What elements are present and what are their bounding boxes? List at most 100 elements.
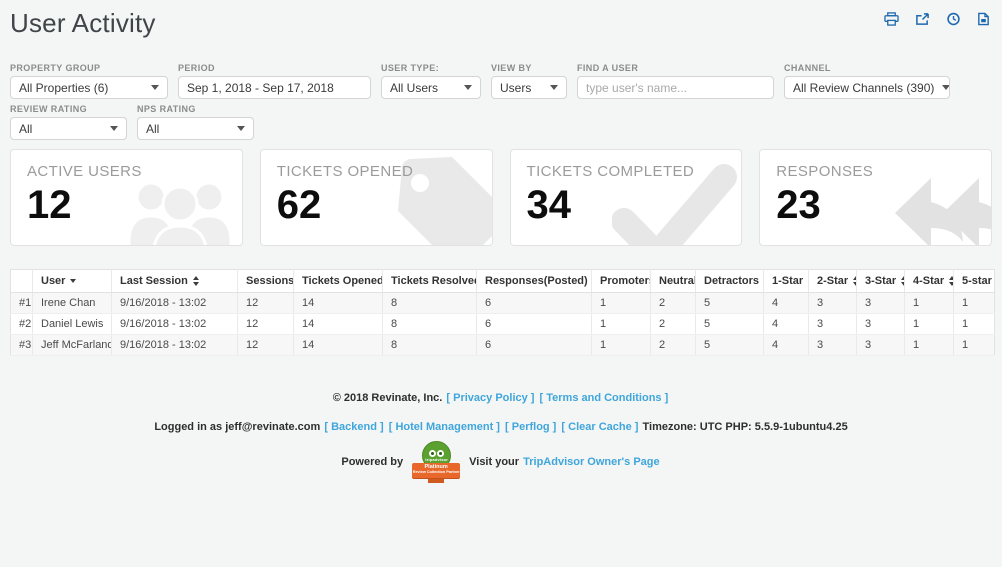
filters-row-1: PROPERTY GROUP All Properties (6) PERIOD… [10, 63, 992, 99]
timezone-text: Timezone: UTC PHP: 5.5.9-1ubuntu4.25 [642, 421, 848, 433]
col-label: Tickets Opened [302, 275, 383, 287]
period-input[interactable] [187, 80, 362, 95]
filters-row-2: REVIEW RATING All NPS RATING All [10, 104, 992, 140]
terms-link[interactable]: [ Terms and Conditions ] [539, 392, 669, 404]
nps-rating-select[interactable]: All [137, 117, 254, 140]
channel-select[interactable]: All Review Channels (390) [784, 76, 950, 99]
cell-user: Daniel Lewis [32, 313, 112, 335]
filter-view-by: VIEW BY Users [491, 63, 567, 99]
cell-4-star: 1 [904, 334, 954, 356]
chevron-down-icon [237, 126, 245, 131]
cell-last-session: 9/16/2018 - 13:02 [111, 292, 238, 314]
cell-last-session: 9/16/2018 - 13:02 [111, 313, 238, 335]
col-label: 4-Star [913, 275, 945, 287]
col-header-neutral[interactable]: Neutral [650, 269, 696, 293]
user-activity-table: User Last Session Sessions Tickets Opene… [10, 269, 995, 356]
selected-value: All Users [390, 80, 439, 95]
cell-responses: 6 [476, 334, 592, 356]
col-header-detractors[interactable]: Detractors [695, 269, 764, 293]
filter-label: USER TYPE: [381, 63, 440, 73]
cell-user: Jeff McFarland [32, 334, 112, 356]
property-group-select[interactable]: All Properties (6) [10, 76, 168, 99]
badge-partner-text: Review Collection Partner [412, 470, 460, 475]
col-label: Responses(Posted) [485, 275, 588, 287]
cell-promoters: 1 [591, 292, 651, 314]
badge-ribbon-tail [428, 478, 445, 483]
col-header-rank [10, 269, 33, 293]
view-by-select[interactable]: Users [491, 76, 567, 99]
col-header-1-star[interactable]: 1-Star [763, 269, 809, 293]
review-rating-select[interactable]: All [10, 117, 127, 140]
filter-channel: CHANNEL All Review Channels (390) [784, 63, 950, 99]
col-header-tickets-opened[interactable]: Tickets Opened [293, 269, 383, 293]
cell-5-star: 1 [953, 334, 995, 356]
filter-property-group: PROPERTY GROUP All Properties (6) [10, 63, 168, 99]
find-user-input-wrap [577, 76, 774, 99]
cell-2-star: 3 [808, 334, 857, 356]
col-header-sessions[interactable]: Sessions [237, 269, 294, 293]
col-header-promoters[interactable]: Promoters [591, 269, 651, 293]
sort-icon [192, 276, 199, 287]
cell-3-star: 3 [856, 313, 905, 335]
backend-link[interactable]: [ Backend ] [324, 421, 384, 433]
cell-rank: #1 [10, 292, 33, 314]
col-header-4-star[interactable]: 4-Star [904, 269, 954, 293]
cell-tickets-resolved: 8 [382, 292, 477, 314]
cell-2-star: 3 [808, 292, 857, 314]
col-header-responses-posted[interactable]: Responses(Posted)? [476, 269, 592, 293]
privacy-policy-link[interactable]: [ Privacy Policy ] [446, 392, 535, 404]
selected-value: All [146, 121, 160, 136]
cell-detractors: 5 [695, 292, 764, 314]
perflog-link[interactable]: [ Perflog ] [505, 421, 557, 433]
col-header-user[interactable]: User [32, 269, 112, 293]
cell-promoters: 1 [591, 313, 651, 335]
sort-desc-icon [70, 279, 77, 284]
filter-label: REVIEW RATING [10, 104, 88, 114]
export-icon[interactable] [915, 12, 930, 26]
selected-value: All Review Channels (390) [793, 80, 935, 95]
sort-icon [949, 276, 953, 287]
page: User Activity PROPERTY [10, 8, 995, 483]
find-user-input[interactable] [586, 80, 765, 95]
col-header-5-star[interactable]: 5-star [953, 269, 995, 293]
col-label: Last Session [120, 275, 188, 287]
filter-label: PERIOD [178, 63, 215, 73]
stat-card-tickets-completed: TICKETS COMPLETED 34 [509, 149, 743, 246]
print-icon[interactable] [884, 12, 899, 26]
cell-1-star: 4 [763, 292, 809, 314]
cell-tickets-opened: 14 [293, 292, 383, 314]
pdf-file-icon[interactable] [977, 12, 990, 26]
cell-sessions: 12 [237, 313, 294, 335]
cell-5-star: 1 [953, 313, 995, 335]
cell-sessions: 12 [237, 292, 294, 314]
cell-responses: 6 [476, 292, 592, 314]
col-header-last-session[interactable]: Last Session [111, 269, 238, 293]
cell-tickets-resolved: 8 [382, 313, 477, 335]
clear-cache-link[interactable]: [ Clear Cache ] [561, 421, 639, 433]
tag-icon [397, 157, 492, 245]
stat-label: RESPONSES [776, 163, 874, 180]
stat-value: 34 [526, 183, 572, 227]
col-header-tickets-resolved[interactable]: Tickets Resolved [382, 269, 477, 293]
stat-value: 62 [276, 183, 322, 227]
hotel-management-link[interactable]: [ Hotel Management ] [388, 421, 500, 433]
col-header-2-star[interactable]: 2-Star [808, 269, 857, 293]
table-row: #2 Daniel Lewis 9/16/2018 - 13:02 12 14 … [10, 313, 995, 335]
history-clock-icon[interactable] [946, 12, 961, 26]
cell-promoters: 1 [591, 334, 651, 356]
footer-admin-line: Logged in as jeff@revinate.com [ Backend… [10, 421, 992, 433]
powered-by-text: Powered by [341, 456, 404, 468]
tripadvisor-owners-page-link[interactable]: TripAdvisor Owner's Page [523, 456, 660, 468]
badge-brand-text: tripadvisor [425, 457, 449, 462]
cell-3-star: 3 [856, 292, 905, 314]
col-label: 2-Star [817, 275, 849, 287]
filter-find-user: FIND A USER [577, 63, 774, 99]
col-header-3-star[interactable]: 3-Star [856, 269, 905, 293]
filter-label: VIEW BY [491, 63, 532, 73]
user-type-select[interactable]: All Users [381, 76, 481, 99]
cell-last-session: 9/16/2018 - 13:02 [111, 334, 238, 356]
stat-card-tickets-opened: TICKETS OPENED 62 [259, 149, 493, 246]
filter-label: PROPERTY GROUP [10, 63, 101, 73]
cell-detractors: 5 [695, 334, 764, 356]
filter-nps-rating: NPS RATING All [137, 104, 254, 140]
